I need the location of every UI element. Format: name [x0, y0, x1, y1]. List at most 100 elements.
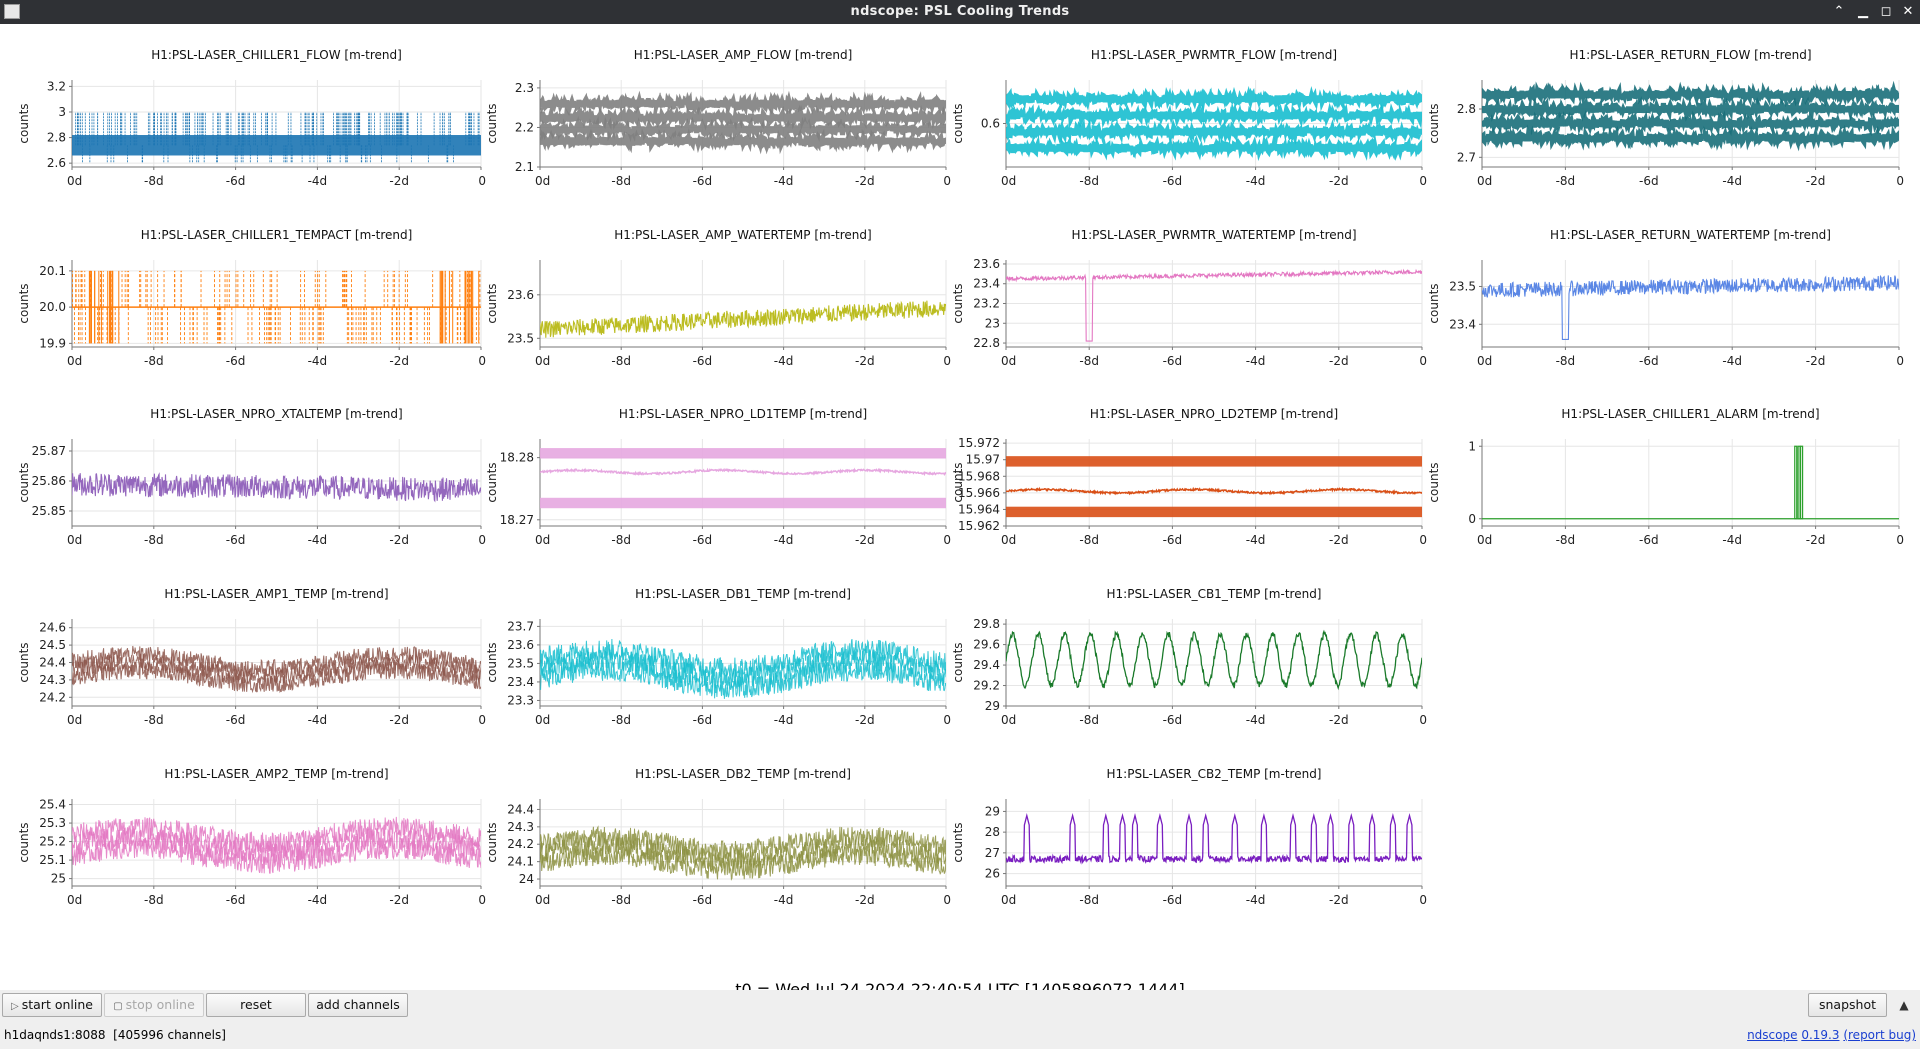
x-tick-label: -2d [855, 713, 875, 727]
data-series [1006, 629, 1422, 691]
x-tick-label: -6d [693, 893, 713, 907]
x-tick-label: -4d [308, 713, 328, 727]
x-tick-label: -8d [144, 893, 164, 907]
x-tick-label: -8d [144, 533, 164, 547]
y-tick-label: 19.9 [39, 336, 66, 350]
plot-panel: H1:PSL-LASER_DB1_TEMP [m-trend] 23.3 23.4 2… [485, 587, 951, 727]
plot-title: H1:PSL-LASER_AMP1_TEMP [m-trend] [164, 587, 388, 601]
y-axis-label: counts [1427, 103, 1441, 143]
window-minimize-icon[interactable]: ▁ [1858, 4, 1868, 19]
plot-panel: H1:PSL-LASER_AMP_FLOW [m-trend] 2.1 2.2 2.3… [485, 48, 951, 188]
y-axis-label: counts [1427, 462, 1441, 502]
x-tick-label: 0d [1001, 174, 1016, 188]
y-tick-label: 25.1 [39, 853, 66, 867]
series-line [540, 104, 946, 131]
expand-up-icon[interactable]: ▲ [1899, 998, 1909, 1012]
series-line [1006, 134, 1422, 162]
stop-online-button[interactable]: ▢ stop online [104, 993, 204, 1017]
y-tick-label: 15.968 [958, 469, 1000, 483]
x-tick-label: -6d [1639, 533, 1659, 547]
plot-panel: H1:PSL-LASER_CB1_TEMP [m-trend] 29 29.2 29.… [951, 587, 1427, 727]
window-maximize-icon[interactable]: ◻ [1880, 4, 1892, 19]
y-axis-label: counts [951, 283, 965, 323]
series-line [1006, 486, 1422, 496]
reset-button[interactable]: reset [206, 993, 306, 1017]
report-bug-link[interactable]: (report bug) [1843, 1028, 1916, 1042]
series-line [540, 115, 946, 143]
y-tick-label: 24.4 [507, 802, 534, 816]
stop-icon: ▢ [113, 1001, 123, 1012]
series-line [1006, 118, 1422, 146]
x-tick-label: -4d [774, 713, 794, 727]
y-tick-label: 24.4 [39, 656, 66, 670]
x-tick-label: -2d [389, 174, 409, 188]
x-tick-label: -6d [1639, 174, 1659, 188]
ndscope-link[interactable]: ndscope [1747, 1028, 1798, 1042]
y-tick-label: 0 [1468, 512, 1476, 526]
plot-title: H1:PSL-LASER_NPRO_LD1TEMP [m-trend] [619, 407, 867, 421]
x-tick-label: -2d [1329, 893, 1349, 907]
series-line [1006, 85, 1422, 113]
y-tick-label: 26 [985, 867, 1000, 881]
y-tick-label: 2.8 [1457, 102, 1476, 116]
data-series [540, 825, 946, 881]
series-line [540, 300, 946, 338]
y-axis-label: counts [951, 462, 965, 502]
version-link[interactable]: 0.19.3 [1801, 1028, 1840, 1042]
plot-title: H1:PSL-LASER_PWRMTR_FLOW [m-trend] [1091, 48, 1337, 62]
x-tick-label: -2d [389, 354, 409, 368]
y-axis-label: counts [17, 462, 31, 502]
plot-panel: H1:PSL-LASER_CHILLER1_TEMPACT [m-trend] 1… [17, 228, 486, 368]
x-tick-label: 0d [1477, 354, 1492, 368]
data-series [1482, 274, 1899, 340]
y-tick-label: 18.27 [500, 513, 534, 527]
y-axis-label: counts [485, 822, 499, 862]
status-links: ndscope 0.19.3 (report bug) [1747, 1028, 1916, 1042]
x-tick-label: -2d [1806, 354, 1826, 368]
y-tick-label: 23.3 [507, 693, 534, 707]
window-close-icon[interactable]: ✕ [1902, 4, 1914, 19]
window-collapse-icon[interactable]: ⌃ [1833, 4, 1845, 19]
y-tick-label: 24.5 [39, 638, 66, 652]
x-tick-label: 0 [943, 354, 951, 368]
y-tick-label: 29.4 [973, 658, 1000, 672]
y-tick-label: 23.2 [973, 297, 1000, 311]
play-icon: ▷ [11, 1001, 19, 1012]
data-series [1006, 268, 1422, 342]
x-tick-label: -4d [774, 893, 794, 907]
x-tick-label: -8d [1556, 533, 1576, 547]
series-line [1482, 80, 1899, 108]
x-tick-label: -6d [693, 174, 713, 188]
series-line [540, 825, 946, 862]
plot-title: H1:PSL-LASER_RETURN_FLOW [m-trend] [1569, 48, 1811, 62]
data-series [1482, 445, 1899, 520]
start-online-label: start online [21, 997, 93, 1012]
x-tick-label: 0 [478, 174, 486, 188]
x-tick-label: -4d [774, 354, 794, 368]
y-axis-label: counts [485, 103, 499, 143]
snapshot-button[interactable]: snapshot [1808, 993, 1887, 1017]
data-series [540, 448, 946, 509]
y-tick-label: 29.2 [973, 679, 1000, 693]
start-online-button[interactable]: ▷ start online [2, 993, 102, 1017]
plot-panel: H1:PSL-LASER_RETURN_FLOW [m-trend] 2.7 2.8… [1427, 48, 1904, 188]
plot-title: H1:PSL-LASER_NPRO_LD2TEMP [m-trend] [1090, 407, 1338, 421]
y-tick-label: 25 [51, 872, 66, 886]
y-axis-label: counts [17, 283, 31, 323]
x-tick-label: -6d [1163, 174, 1183, 188]
y-tick-label: 24 [519, 872, 534, 886]
add-channels-button[interactable]: add channels [308, 993, 408, 1017]
series-line [1006, 813, 1422, 865]
plot-panel: H1:PSL-LASER_DB2_TEMP [m-trend] 24 24.1 24.… [485, 767, 951, 907]
plot-title: H1:PSL-LASER_CB1_TEMP [m-trend] [1107, 587, 1322, 601]
y-axis-label: counts [17, 103, 31, 143]
x-tick-label: -2d [855, 354, 875, 368]
x-tick-label: -8d [611, 713, 631, 727]
series-pulse [1797, 445, 1801, 520]
plot-title: H1:PSL-LASER_DB1_TEMP [m-trend] [635, 587, 851, 601]
plot-panel: H1:PSL-LASER_RETURN_WATERTEMP [m-trend] 2… [1427, 228, 1904, 368]
plot-panel: H1:PSL-LASER_NPRO_LD2TEMP [m-trend] 15.96… [951, 407, 1427, 547]
data-series [1006, 813, 1422, 865]
plot-title: H1:PSL-LASER_RETURN_WATERTEMP [m-trend] [1550, 228, 1831, 242]
x-tick-label: -6d [1639, 354, 1659, 368]
